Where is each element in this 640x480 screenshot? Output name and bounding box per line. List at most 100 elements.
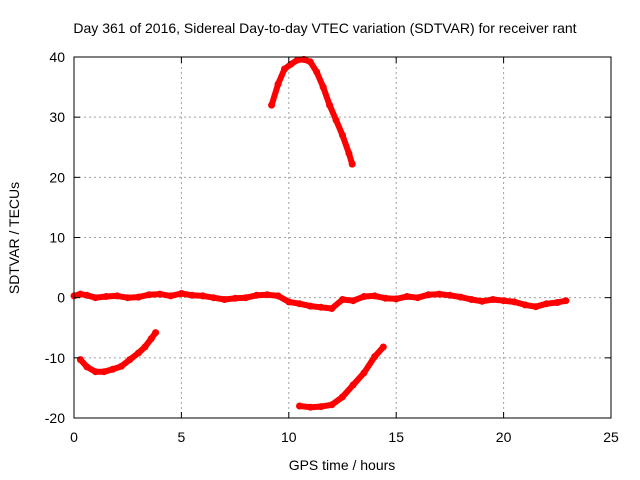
data-point — [274, 80, 282, 88]
data-point — [281, 65, 288, 73]
data-point — [231, 294, 239, 302]
x-tick-label: 20 — [496, 429, 512, 445]
data-point — [147, 335, 155, 343]
data-point — [210, 294, 218, 302]
data-point — [553, 299, 561, 306]
x-tick-label: 10 — [281, 429, 297, 445]
data-point — [177, 290, 185, 297]
data-point — [306, 403, 314, 411]
x-axis-title: GPS time / hours — [289, 457, 396, 473]
data-point — [306, 58, 314, 66]
data-point — [76, 290, 84, 298]
data-point — [319, 83, 327, 91]
data-point — [510, 298, 518, 306]
data-point — [293, 56, 301, 64]
data-point — [92, 294, 99, 302]
data-point — [167, 292, 175, 300]
data-point — [532, 303, 540, 311]
data-point — [345, 149, 353, 157]
data-point — [339, 393, 346, 401]
data-point — [349, 381, 357, 389]
data-point — [126, 356, 134, 364]
data-point — [296, 300, 303, 308]
data-point — [134, 293, 142, 301]
data-point — [306, 302, 314, 310]
y-tick-label: 10 — [49, 230, 65, 246]
data-point — [268, 101, 276, 109]
x-tick-label: 0 — [70, 429, 78, 445]
data-point — [117, 362, 125, 370]
data-point — [371, 353, 379, 361]
data-point — [543, 300, 551, 308]
data-point — [300, 55, 308, 63]
data-point — [435, 290, 443, 298]
data-point — [349, 297, 357, 305]
data-point — [263, 291, 271, 299]
data-point — [403, 293, 411, 300]
x-tick-label: 5 — [178, 429, 186, 445]
data-point — [478, 297, 486, 305]
data-point — [424, 291, 432, 299]
data-point — [76, 356, 84, 364]
data-point — [339, 296, 346, 303]
data-point — [253, 291, 261, 299]
data-point — [326, 101, 334, 109]
data-point — [199, 292, 207, 300]
data-point — [285, 298, 293, 306]
data-point — [467, 296, 475, 303]
y-tick-label: 40 — [49, 49, 65, 65]
data-point — [521, 301, 529, 309]
data-point — [242, 294, 250, 302]
data-point — [145, 291, 153, 299]
data-point — [382, 294, 389, 302]
data-point — [457, 293, 465, 301]
y-tick-label: 30 — [49, 109, 65, 125]
y-tick-label: -10 — [45, 350, 65, 366]
data-point — [109, 365, 117, 373]
data-point — [113, 292, 121, 300]
data-point — [371, 292, 379, 300]
data-point — [348, 160, 356, 168]
data-point — [296, 402, 303, 410]
data-point — [317, 403, 325, 411]
chart-title: Day 361 of 2016, Sidereal Day-to-day VTE… — [73, 20, 576, 36]
x-tick-label: 15 — [388, 429, 404, 445]
data-point — [313, 68, 321, 76]
data-point — [328, 401, 336, 409]
x-tick-label: 25 — [603, 429, 619, 445]
data-point — [360, 293, 368, 300]
y-axis-title: SDTVAR / TECUs — [6, 182, 22, 294]
data-point — [156, 290, 164, 298]
data-point — [446, 291, 454, 299]
y-tick-label: -20 — [45, 410, 65, 426]
data-point — [134, 349, 142, 357]
data-point — [220, 296, 228, 303]
y-tick-label: 20 — [49, 169, 65, 185]
data-point — [360, 369, 368, 377]
data-point — [379, 343, 387, 351]
data-point — [83, 291, 91, 299]
data-point — [152, 329, 160, 337]
data-point — [83, 363, 91, 371]
data-point — [500, 297, 508, 305]
data-point — [141, 343, 149, 351]
grid-layer — [74, 57, 611, 418]
data-point — [414, 294, 422, 302]
data-point — [102, 293, 110, 300]
tick-layer: 0 5 10 15 20 25 -20 -10 0 10 20 30 40 — [45, 49, 619, 445]
data-point — [328, 305, 336, 312]
data-point — [339, 131, 346, 139]
data-point — [392, 295, 400, 303]
data-point — [92, 368, 99, 376]
data-point — [317, 303, 325, 311]
data-layer — [70, 55, 570, 411]
data-point — [332, 116, 340, 124]
series-trace-2 — [268, 56, 356, 168]
data-point — [489, 296, 497, 303]
data-point — [100, 368, 108, 376]
data-point — [188, 291, 196, 299]
data-point — [274, 292, 282, 300]
data-point — [562, 297, 570, 305]
data-point — [124, 294, 132, 302]
